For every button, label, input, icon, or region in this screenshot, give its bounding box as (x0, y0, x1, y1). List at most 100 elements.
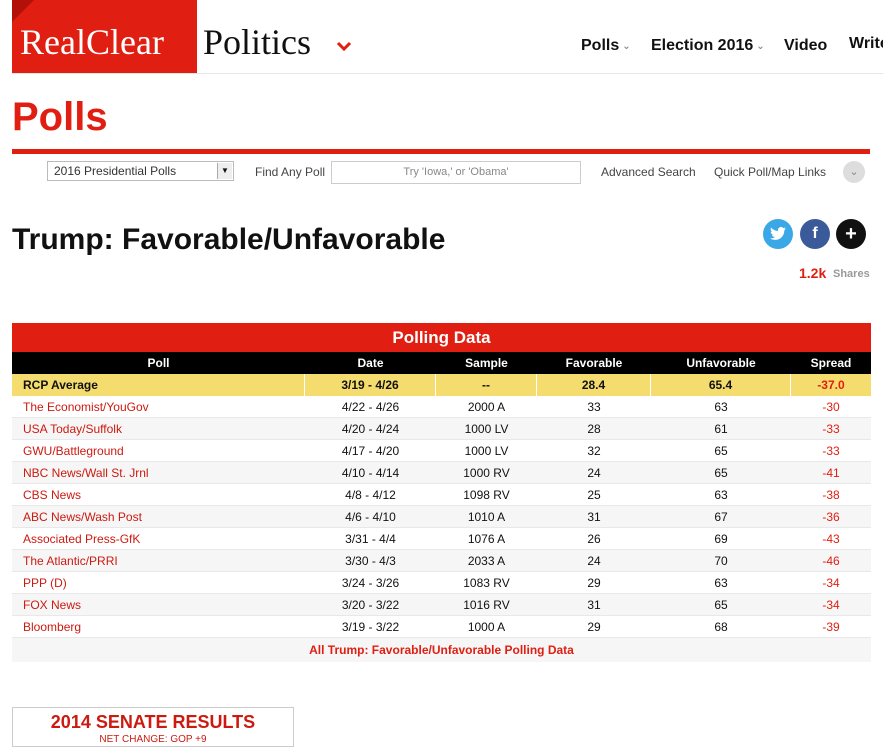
shares-count: 1.2k (799, 265, 827, 281)
cell-favorable: 24 (587, 466, 601, 480)
cell-sample: 1010 A (467, 510, 506, 524)
senate-results-subtitle: NET CHANGE: GOP +9 (99, 734, 207, 745)
logo-politics[interactable]: Politics (203, 22, 312, 62)
cell-poll-link[interactable]: GWU/Battleground (23, 444, 124, 458)
cell-favorable: 32 (587, 444, 601, 458)
column-header-sample[interactable]: Sample (465, 356, 508, 370)
cell-spread: -30 (822, 400, 840, 414)
column-header-date[interactable]: Date (357, 356, 384, 370)
logo-realclear[interactable]: RealClear (20, 22, 164, 62)
logo-corner-fold (12, 0, 34, 22)
cell-spread: -41 (822, 466, 840, 480)
column-header-poll[interactable]: Poll (147, 356, 170, 370)
cell-spread: -36 (822, 510, 840, 524)
cell-favorable: 28.4 (537, 374, 651, 396)
column-header-favorable[interactable]: Favorable (565, 356, 623, 370)
cell-poll-link[interactable]: The Economist/YouGov (23, 400, 149, 414)
cell-unfavorable: 61 (714, 422, 728, 436)
facebook-icon: f (812, 225, 818, 242)
cell-sample: 1016 RV (463, 598, 510, 612)
cell-favorable: 24 (587, 554, 601, 568)
cell-poll-link[interactable]: PPP (D) (23, 576, 67, 590)
table-header: Poll Date Sample Favorable Unfavorable S… (12, 352, 871, 374)
advanced-search-link[interactable]: Advanced Search (601, 165, 696, 179)
facebook-share-button[interactable]: f (800, 219, 830, 249)
nav-write[interactable]: Write (849, 35, 883, 57)
nav-label: Write (849, 35, 883, 52)
senate-results-box[interactable]: 2014 SENATE RESULTS NET CHANGE: GOP +9 (12, 707, 294, 747)
cell-favorable: 31 (587, 510, 601, 524)
cell-unfavorable: 65 (714, 444, 728, 458)
cell-sample: 1000 A (467, 620, 506, 634)
table-title: Polling Data (12, 323, 871, 352)
section-title: Polls (12, 95, 108, 139)
table-row: FOX News 3/20 - 3/22 1016 RV 31 65 -34 (12, 594, 871, 616)
twitter-icon (770, 227, 786, 240)
cell-poll-link[interactable]: USA Today/Suffolk (23, 422, 122, 436)
chevron-down-icon[interactable] (336, 38, 352, 54)
table-row: Associated Press-GfK 3/31 - 4/4 1076 A 26 69… (12, 528, 871, 550)
cell-poll-link[interactable]: The Atlantic/PRRI (23, 554, 118, 568)
cell-date: 4/8 - 4/12 (345, 488, 396, 502)
table-row: ABC News/Wash Post 4/6 - 4/10 1010 A 31 67 -3… (12, 506, 871, 528)
cell-date: 4/10 - 4/14 (341, 466, 400, 480)
cell-unfavorable: 63 (714, 400, 728, 414)
plus-icon: + (845, 223, 857, 245)
table-row: USA Today/Suffolk 4/20 - 4/24 1000 LV 28 61 -… (12, 418, 871, 440)
cell-date: 4/6 - 4/10 (345, 510, 396, 524)
cell-poll-link[interactable]: Associated Press-GfK (23, 532, 141, 546)
logo-red-box[interactable] (12, 0, 197, 73)
cell-date: 4/17 - 4/20 (341, 444, 400, 458)
poll-category-select[interactable]: 2016 Presidential Polls ▼ (47, 161, 234, 181)
cell-spread: -34 (822, 576, 840, 590)
nav-polls[interactable]: Polls ⌄ (581, 35, 631, 57)
cell-spread: -38 (822, 488, 840, 502)
cell-favorable: 25 (587, 488, 601, 502)
cell-sample: 1000 LV (464, 422, 509, 436)
shares-label: Shares (833, 268, 870, 280)
section-rule (12, 149, 870, 154)
cell-unfavorable: 63 (714, 576, 728, 590)
table-row: GWU/Battleground 4/17 - 4/20 1000 LV 32 65 -3… (12, 440, 871, 462)
cell-spread: -33 (822, 444, 840, 458)
quick-links-link[interactable]: Quick Poll/Map Links (714, 165, 827, 179)
cell-poll-link[interactable]: CBS News (23, 488, 82, 502)
cell-date: 4/20 - 4/24 (341, 422, 400, 436)
all-polling-data-link[interactable]: All Trump: Favorable/Unfavorable Polling… (12, 638, 871, 662)
nav-label: Polls (581, 37, 620, 54)
column-header-unfavorable[interactable]: Unfavorable (686, 356, 756, 370)
nav-video[interactable]: Video (784, 35, 827, 57)
cell-sample: 1098 RV (463, 488, 510, 502)
chevron-down-icon[interactable]: ⌄ (843, 161, 865, 183)
table-row: The Economist/YouGov 4/22 - 4/26 2000 A 33 6… (12, 396, 871, 418)
search-input[interactable]: Try 'Iowa,' or 'Obama' (331, 161, 581, 184)
column-header-spread[interactable]: Spread (810, 356, 852, 370)
more-share-button[interactable]: + (836, 219, 866, 249)
search-placeholder: Try 'Iowa,' or 'Obama' (403, 166, 509, 178)
cell-poll-link[interactable]: ABC News/Wash Post (23, 510, 142, 524)
rcp-average-row: RCP Average 3/19 - 4/26 -- 28.4 65.4 -37… (12, 374, 871, 396)
dropdown-arrow-icon[interactable]: ▼ (217, 163, 232, 179)
cell-poll-link[interactable]: NBC News/Wall St. Jrnl (23, 466, 149, 480)
nav-election-2016[interactable]: Election 2016 ⌄ (651, 35, 765, 57)
cell-poll-link[interactable]: FOX News (23, 598, 82, 612)
cell-poll-link[interactable]: Bloomberg (23, 620, 82, 634)
cell-spread: -34 (822, 598, 840, 612)
cell-spread: -46 (822, 554, 840, 568)
cell-favorable: 31 (587, 598, 601, 612)
twitter-share-button[interactable] (763, 219, 793, 249)
cell-unfavorable: 65 (714, 598, 728, 612)
header-divider (12, 73, 883, 74)
cell-unfavorable: 63 (714, 488, 728, 502)
cell-date: 4/22 - 4/26 (341, 400, 400, 414)
cell-sample: 2000 A (467, 400, 506, 414)
table-row: NBC News/Wall St. Jrnl 4/10 - 4/14 1000 RV… (12, 462, 871, 484)
find-poll-label: Find Any Poll (255, 165, 326, 179)
cell-date: 3/30 - 4/3 (345, 554, 396, 568)
page-title: Trump: Favorable/Unfavorable (12, 223, 446, 256)
table-row: PPP (D) 3/24 - 3/26 1083 RV 29 63 -34 (12, 572, 871, 594)
cell-unfavorable: 65.4 (651, 374, 791, 396)
cell-poll: RCP Average (12, 374, 305, 396)
cell-favorable: 33 (587, 400, 601, 414)
select-value: 2016 Presidential Polls (54, 164, 177, 178)
